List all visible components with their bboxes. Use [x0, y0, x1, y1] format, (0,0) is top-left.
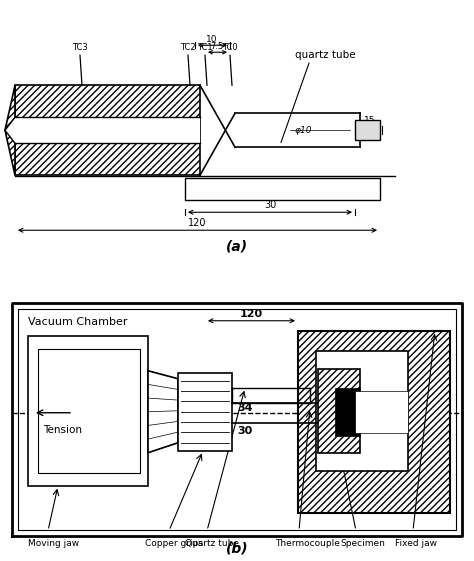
Bar	[335, 388, 360, 436]
Text: Specimen: Specimen	[340, 539, 385, 548]
Text: 10: 10	[206, 35, 218, 44]
Bar	[355, 391, 408, 433]
Bar	[178, 373, 232, 450]
Bar	[298, 331, 450, 513]
Text: quartz tube: quartz tube	[295, 50, 356, 60]
Bar	[318, 369, 360, 453]
Bar	[298, 331, 450, 513]
Text: TC3: TC3	[72, 43, 88, 52]
Text: 15: 15	[364, 116, 376, 125]
Polygon shape	[148, 371, 178, 453]
Bar	[355, 120, 380, 140]
Text: φ10: φ10	[295, 126, 312, 135]
Text: (a): (a)	[226, 239, 248, 253]
Polygon shape	[5, 85, 15, 175]
Bar	[316, 351, 408, 471]
Bar	[28, 335, 148, 486]
Polygon shape	[5, 117, 15, 143]
Text: Tension: Tension	[43, 425, 82, 435]
Text: 120: 120	[188, 218, 207, 228]
Text: Vacuum Chamber: Vacuum Chamber	[28, 317, 128, 327]
Bar	[38, 349, 140, 473]
Text: Copper grips: Copper grips	[145, 539, 203, 548]
Bar	[15, 85, 200, 175]
Text: 30: 30	[237, 426, 252, 436]
Text: 34: 34	[237, 403, 253, 413]
Bar	[318, 369, 360, 453]
Text: (b): (b)	[226, 542, 248, 556]
Text: TC2: TC2	[180, 43, 196, 52]
Text: 30: 30	[264, 200, 276, 210]
Text: 7.5: 7.5	[210, 42, 224, 51]
Bar	[15, 117, 200, 143]
Text: 120: 120	[239, 309, 263, 319]
Text: Moving jaw: Moving jaw	[28, 539, 79, 548]
Text: Thermocouple: Thermocouple	[275, 539, 340, 548]
Text: Fixed jaw: Fixed jaw	[395, 539, 437, 548]
Bar	[15, 85, 200, 175]
Bar	[185, 178, 380, 200]
Text: Quartz tube: Quartz tube	[185, 539, 239, 548]
Text: TC0: TC0	[222, 43, 238, 52]
Text: TC1: TC1	[197, 43, 213, 52]
